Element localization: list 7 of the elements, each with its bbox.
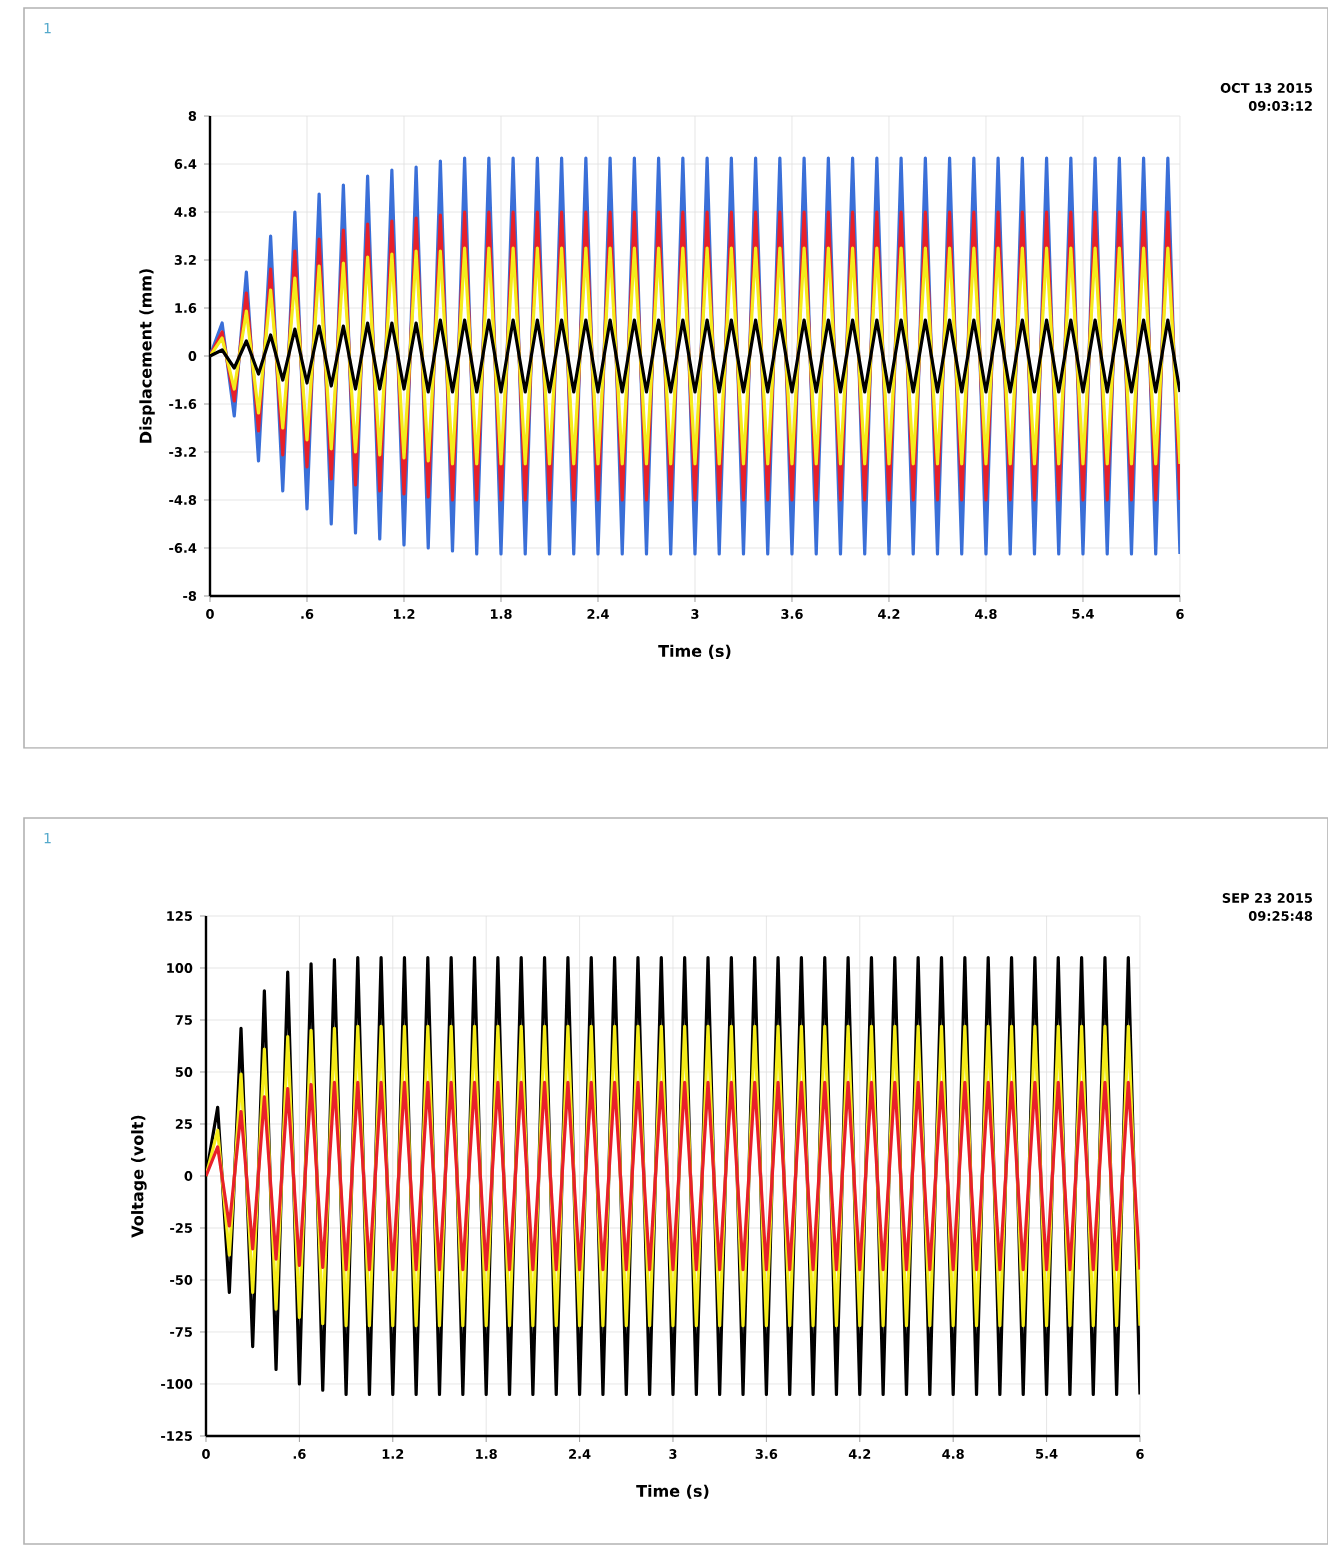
x-axis-title: Time (s) xyxy=(636,1484,709,1499)
x-axis-title: Time (s) xyxy=(658,644,731,659)
y-axis-title: Displacement (mm) xyxy=(139,269,155,443)
line-series xyxy=(210,246,1180,466)
line-series xyxy=(206,1024,1140,1328)
y-axis-title: Voltage (volt) xyxy=(131,1115,147,1238)
line-series xyxy=(206,1080,1140,1272)
